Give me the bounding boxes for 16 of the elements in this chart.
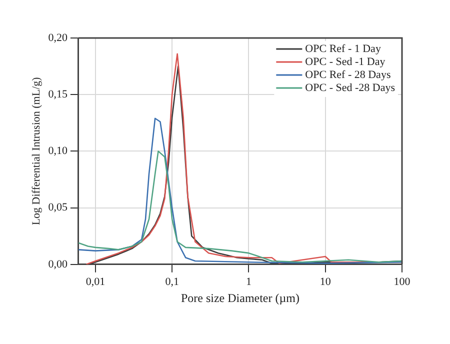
x-tick-label: 0,01: [86, 276, 106, 288]
legend-label: OPC Ref - 1 Day: [305, 42, 382, 55]
y-tick-label: 0,20: [48, 32, 68, 44]
y-tick-label: 0,15: [48, 88, 68, 100]
x-tick-label: 10: [320, 276, 332, 288]
y-tick-label: 0,05: [48, 202, 68, 214]
y-axis-title: Log Differential Intrusion (mL/g): [30, 76, 42, 226]
x-tick-label: 1: [246, 276, 252, 288]
legend-label: OPC - Sed -28 Days: [305, 82, 396, 94]
x-tick-label: 100: [394, 276, 411, 288]
legend-label: OPC Ref - 28 Days: [305, 68, 391, 81]
x-tick-label: 0,1: [165, 276, 179, 288]
x-axis-title: Pore size Diameter (µm): [180, 290, 300, 305]
y-tick-label: 0,10: [48, 145, 68, 158]
y-tick-label: 0,00: [48, 258, 68, 270]
legend-label: OPC - Sed -1 Day: [305, 56, 386, 68]
